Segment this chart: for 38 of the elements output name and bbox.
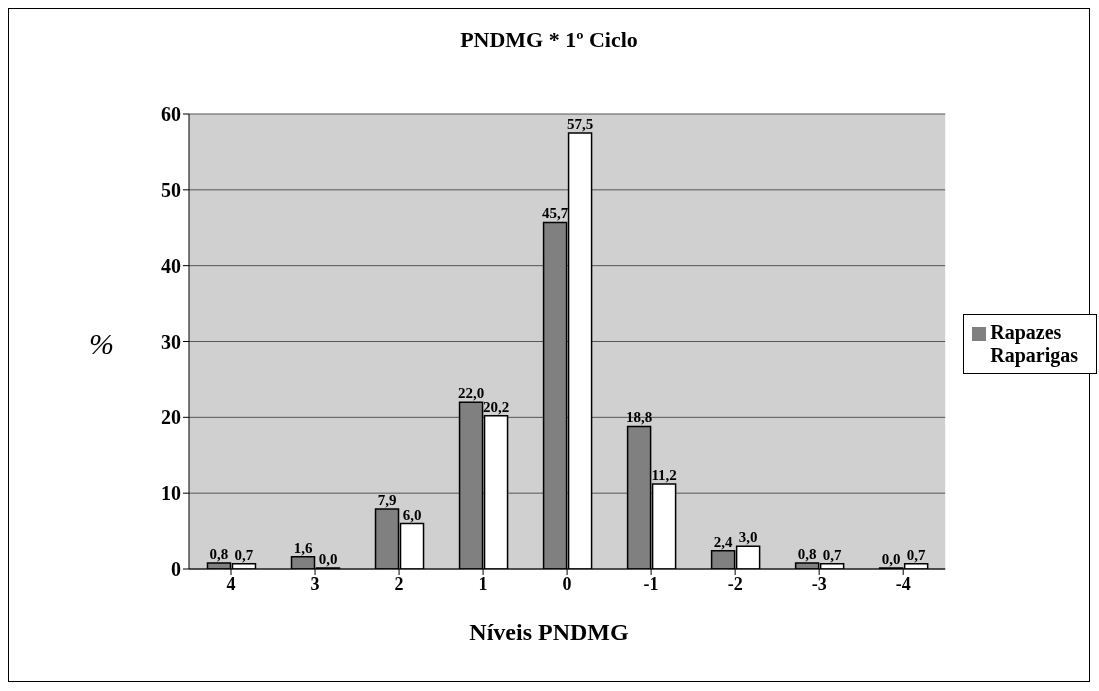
y-tick-label: 50 [161, 178, 181, 201]
x-tick-label: -1 [643, 573, 659, 594]
x-tick-label: -3 [811, 573, 827, 594]
chart-title: PNDMG * 1º Ciclo [459, 27, 639, 53]
data-label: 0,8 [209, 545, 229, 562]
x-tick-label: 4 [226, 573, 236, 594]
data-label: 0,0 [881, 551, 901, 567]
data-label: 1,6 [293, 539, 313, 556]
y-tick-label: 20 [161, 406, 181, 429]
y-tick-label: 10 [161, 482, 181, 505]
x-tick-label: -4 [895, 573, 911, 594]
data-label: 6,0 [402, 506, 422, 523]
x-tick-label: 0 [562, 573, 572, 594]
data-label: 18,8 [625, 409, 653, 426]
x-tick-label: 2 [394, 573, 404, 594]
x-tick-label: -2 [727, 573, 743, 594]
data-label: 0,7 [822, 546, 843, 563]
data-label: 0,8 [797, 545, 817, 562]
x-axis-title: Níveis PNDMG [468, 619, 630, 646]
data-label: 0,7 [234, 546, 254, 563]
data-label: 45,7 [541, 205, 569, 222]
data-label: 7,9 [377, 492, 397, 509]
legend-label: Rapazes [990, 321, 1062, 343]
data-label: 57,5 [566, 115, 594, 132]
y-tick-label: 60 [161, 103, 181, 126]
y-axis-title: % [89, 327, 114, 361]
data-label: 0,0 [318, 551, 338, 567]
data-label: 22,0 [457, 385, 485, 402]
x-tick-label: 3 [310, 573, 320, 594]
y-tick-label: 40 [161, 254, 181, 277]
data-label: 0,7 [906, 546, 927, 563]
y-tick-label: 30 [161, 330, 181, 353]
text: Raparigas [990, 344, 1078, 366]
x-tick-label: 1 [478, 573, 488, 594]
data-label: 20,2 [482, 398, 510, 415]
data-label: 11,2 [651, 467, 677, 484]
data-label: 3,0 [738, 529, 758, 546]
data-label: 2,4 [713, 533, 733, 550]
